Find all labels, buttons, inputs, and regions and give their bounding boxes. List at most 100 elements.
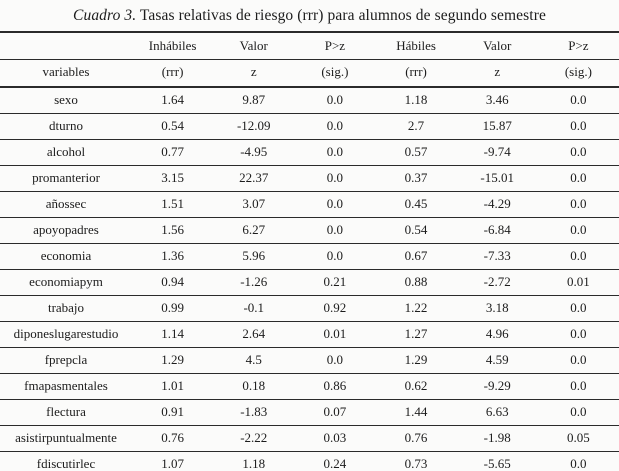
value-cell: 1.29: [132, 347, 214, 374]
header-inhabiles: Inhábiles: [132, 32, 214, 60]
table-row: diponeslugarestudio 1.14 2.64 0.01 1.27 4.96 0…: [0, 321, 619, 348]
value-cell: 3.07: [213, 191, 295, 218]
value-cell: -9.29: [456, 373, 538, 400]
value-cell: 4.96: [456, 321, 538, 348]
header-sig-2: (sig.): [537, 59, 619, 88]
value-cell: 1.07: [132, 451, 214, 471]
table-row: fprepcla 1.29 4.5 0.0 1.29 4.59 0.0: [0, 347, 619, 374]
value-cell: 0.0: [537, 373, 619, 400]
value-cell: -4.29: [456, 191, 538, 218]
value-cell: 1.27: [375, 321, 457, 348]
variable-name: promanterior: [0, 165, 132, 192]
value-cell: 0.03: [294, 425, 376, 452]
value-cell: 0.0: [537, 451, 619, 471]
value-cell: -4.95: [213, 139, 295, 166]
table-row: economia 1.36 5.96 0.0 0.67 -7.33 0.0: [0, 243, 619, 270]
value-cell: 2.7: [375, 113, 457, 140]
value-cell: 4.5: [213, 347, 295, 374]
value-cell: 0.0: [294, 191, 376, 218]
header-sig-1: (sig.): [294, 59, 376, 88]
value-cell: 1.64: [132, 87, 214, 114]
variable-name: alcohol: [0, 139, 132, 166]
header-row-groups: Inhábiles Valor P>z Hábiles Valor P>z: [0, 32, 619, 60]
value-cell: 22.37: [213, 165, 295, 192]
table-row: trabajo 0.99 -0.1 0.92 1.22 3.18 0.0: [0, 295, 619, 322]
value-cell: 0.0: [537, 295, 619, 322]
table-title-text: Tasas relativas de riesgo (rrr) para alu…: [136, 7, 546, 24]
variable-name: flectura: [0, 399, 132, 426]
value-cell: -1.26: [213, 269, 295, 296]
value-cell: 0.94: [132, 269, 214, 296]
table-row: sexo 1.64 9.87 0.0 1.18 3.46 0.0: [0, 87, 619, 114]
variable-name: trabajo: [0, 295, 132, 322]
value-cell: 0.76: [375, 425, 457, 452]
table-row: dturno 0.54 -12.09 0.0 2.7 15.87 0.0: [0, 113, 619, 140]
value-cell: 3.15: [132, 165, 214, 192]
value-cell: 0.0: [294, 165, 376, 192]
value-cell: 0.0: [294, 139, 376, 166]
variable-name: economia: [0, 243, 132, 270]
value-cell: -15.01: [456, 165, 538, 192]
value-cell: -5.65: [456, 451, 538, 471]
table-row: fmapasmentales 1.01 0.18 0.86 0.62 -9.29 0.0: [0, 373, 619, 400]
value-cell: 3.18: [456, 295, 538, 322]
value-cell: -2.22: [213, 425, 295, 452]
header-row-units: variables (rrr) z (sig.) (rrr) z (sig.): [0, 59, 619, 88]
value-cell: -2.72: [456, 269, 538, 296]
variable-name: diponeslugarestudio: [0, 321, 132, 348]
table-row: añossec 1.51 3.07 0.0 0.45 -4.29 0.0: [0, 191, 619, 218]
value-cell: 0.88: [375, 269, 457, 296]
value-cell: 5.96: [213, 243, 295, 270]
table-row: alcohol 0.77 -4.95 0.0 0.57 -9.74 0.0: [0, 139, 619, 166]
table-row: fdiscutirlec 1.07 1.18 0.24 0.73 -5.65 0.0: [0, 451, 619, 471]
variable-name: apoyopadres: [0, 217, 132, 244]
value-cell: 0.01: [294, 321, 376, 348]
value-cell: 0.0: [537, 191, 619, 218]
header-z-1: z: [213, 59, 295, 88]
value-cell: 0.07: [294, 399, 376, 426]
header-z-2: z: [456, 59, 538, 88]
value-cell: 3.46: [456, 87, 538, 114]
value-cell: 9.87: [213, 87, 295, 114]
value-cell: 0.0: [294, 87, 376, 114]
value-cell: 1.18: [375, 87, 457, 114]
value-cell: -1.98: [456, 425, 538, 452]
value-cell: 0.45: [375, 191, 457, 218]
value-cell: -7.33: [456, 243, 538, 270]
header-pz-2: P>z: [537, 32, 619, 60]
variable-name: sexo: [0, 87, 132, 114]
header-valor-1: Valor: [213, 32, 295, 60]
header-empty-cell: [0, 32, 132, 60]
table-row: apoyopadres 1.56 6.27 0.0 0.54 -6.84 0.0: [0, 217, 619, 244]
value-cell: 2.64: [213, 321, 295, 348]
value-cell: 0.0: [537, 87, 619, 114]
value-cell: 0.0: [537, 217, 619, 244]
header-rrr-2: (rrr): [375, 59, 457, 88]
value-cell: 0.0: [294, 243, 376, 270]
value-cell: -0.1: [213, 295, 295, 322]
value-cell: 1.51: [132, 191, 214, 218]
value-cell: 0.92: [294, 295, 376, 322]
value-cell: 0.99: [132, 295, 214, 322]
value-cell: 0.01: [537, 269, 619, 296]
value-cell: 1.14: [132, 321, 214, 348]
value-cell: 6.63: [456, 399, 538, 426]
value-cell: -6.84: [456, 217, 538, 244]
value-cell: 0.0: [294, 347, 376, 374]
value-cell: 1.18: [213, 451, 295, 471]
value-cell: 0.0: [537, 165, 619, 192]
value-cell: 0.0: [537, 399, 619, 426]
value-cell: 0.0: [294, 113, 376, 140]
value-cell: 0.0: [537, 139, 619, 166]
value-cell: -9.74: [456, 139, 538, 166]
value-cell: 0.54: [132, 113, 214, 140]
value-cell: 0.77: [132, 139, 214, 166]
value-cell: 6.27: [213, 217, 295, 244]
variable-name: fmapasmentales: [0, 373, 132, 400]
value-cell: 0.86: [294, 373, 376, 400]
value-cell: 1.36: [132, 243, 214, 270]
value-cell: 0.0: [537, 113, 619, 140]
value-cell: 4.59: [456, 347, 538, 374]
value-cell: 0.76: [132, 425, 214, 452]
